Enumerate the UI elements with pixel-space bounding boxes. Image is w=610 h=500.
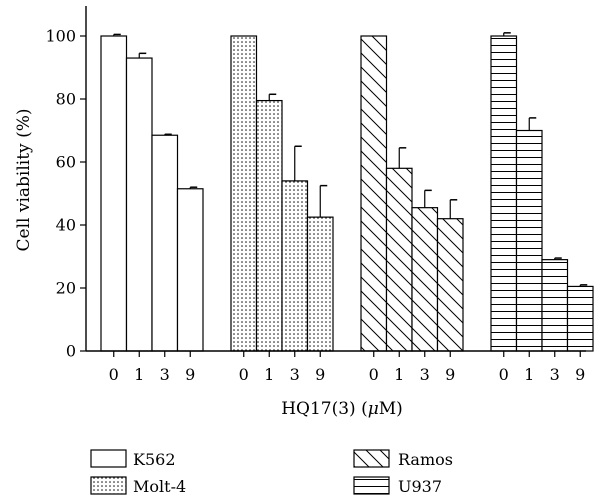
legend-label-molt-4: Molt-4 (133, 477, 186, 496)
bar-u937-9 (566, 285, 594, 352)
legend-item-molt-4: Molt-4 (90, 476, 186, 496)
y-axis-title: Cell viability (%) (14, 109, 34, 252)
x-tick-label-ramos-9: 9 (445, 365, 455, 384)
bar-k562-1 (125, 57, 153, 352)
x-axis-title-main: HQ17(3) ( (281, 399, 368, 419)
bar-group-molt-4 (230, 35, 334, 352)
bar-ramos-0 (360, 35, 388, 352)
legend-swatch-u937 (353, 476, 390, 495)
x-tick-label-u937-9: 9 (575, 365, 585, 384)
x-tick-label-ramos-1: 1 (394, 365, 404, 384)
x-axis-title: HQ17(3) (μM) (281, 399, 403, 419)
bar-ramos-1 (385, 167, 413, 352)
bar-k562-0 (100, 35, 128, 352)
x-tick-label-molt-4-9: 9 (315, 365, 325, 384)
legend: K562 Molt-4 Ramos U937 (90, 449, 453, 496)
y-tick-label-20: 20 (56, 279, 76, 298)
bar-u937-0 (490, 35, 518, 352)
y-tick-label-40: 40 (56, 216, 76, 235)
x-tick-label-k562-0: 0 (109, 365, 119, 384)
bar-molt-4-0 (230, 35, 258, 352)
x-tick-label-u937-1: 1 (524, 365, 534, 384)
legend-item-u937: U937 (353, 476, 442, 496)
x-axis-title-mu: μ (368, 399, 379, 419)
bar-u937-1 (515, 129, 543, 352)
bar-group-u937 (490, 32, 594, 352)
legend-item-k562: K562 (90, 449, 176, 469)
x-tick-label-molt-4-0: 0 (239, 365, 249, 384)
y-tick-label-80: 80 (56, 90, 76, 109)
legend-item-ramos: Ramos (353, 449, 453, 469)
legend-label-k562: K562 (133, 450, 176, 469)
bar-molt-4-3 (281, 180, 309, 352)
y-tick-label-60: 60 (56, 153, 76, 172)
x-tick-label-molt-4-3: 3 (290, 365, 300, 384)
y-tick-label-100: 100 (45, 27, 76, 46)
legend-swatch-k562 (90, 449, 127, 468)
x-tick-label-k562-3: 3 (160, 365, 170, 384)
legend-label-u937: U937 (398, 477, 442, 496)
bar-k562-3 (151, 134, 179, 352)
x-tick-label-k562-1: 1 (134, 365, 144, 384)
bar-group-k562 (100, 33, 204, 352)
x-tick-label-u937-3: 3 (550, 365, 560, 384)
legend-swatch-ramos (353, 449, 390, 468)
bar-u937-3 (541, 259, 569, 352)
x-tick-label-ramos-0: 0 (369, 365, 379, 384)
x-tick-label-k562-9: 9 (185, 365, 195, 384)
bar-ramos-9 (436, 218, 464, 352)
x-axis-title-unit: M) (379, 399, 403, 419)
x-tick-label-u937-0: 0 (499, 365, 509, 384)
x-tick-label-ramos-3: 3 (420, 365, 430, 384)
bar-molt-4-1 (255, 99, 283, 352)
bar-ramos-3 (411, 207, 439, 352)
x-tick-label-molt-4-1: 1 (264, 365, 274, 384)
y-axis-ticks: 0 20 40 60 80 100 (45, 27, 86, 361)
bar-molt-4-9 (306, 216, 334, 352)
legend-swatch-molt-4 (90, 476, 127, 495)
bar-k562-9 (176, 188, 204, 352)
plot-area (100, 32, 594, 352)
bar-group-ramos (360, 35, 464, 352)
y-tick-label-0: 0 (66, 342, 76, 361)
legend-label-ramos: Ramos (398, 450, 453, 469)
